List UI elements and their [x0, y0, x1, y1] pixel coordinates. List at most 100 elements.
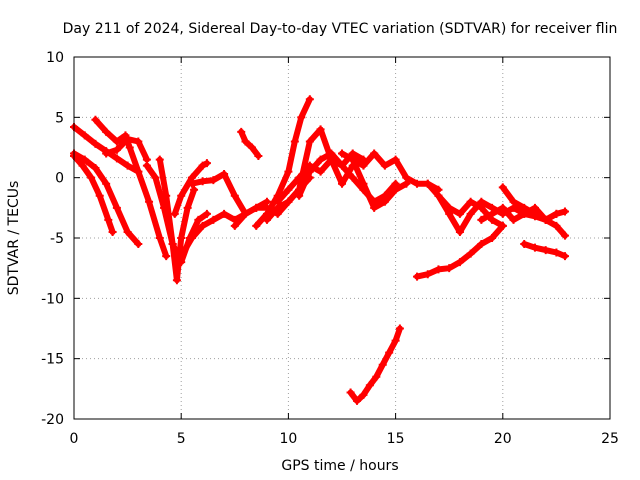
data-point — [102, 149, 111, 158]
series-trace-17 — [339, 150, 442, 193]
data-point — [162, 191, 171, 200]
data-point — [552, 209, 561, 218]
data-point — [560, 231, 569, 240]
data-point — [466, 197, 475, 206]
data-point — [488, 234, 497, 242]
data-point — [477, 203, 486, 212]
data-point — [155, 155, 164, 164]
data-point — [498, 203, 507, 212]
data-point — [123, 161, 132, 170]
y-tick-label: -20 — [41, 412, 64, 428]
data-point — [80, 131, 89, 140]
data-point — [346, 388, 355, 397]
data-point — [91, 164, 100, 173]
data-point — [372, 372, 381, 381]
y-axis-label: SDTVAR / TECUs — [6, 181, 22, 296]
data-point — [305, 137, 314, 146]
data-point — [295, 173, 304, 182]
data-point — [520, 240, 529, 249]
data-point — [498, 183, 507, 192]
data-point — [202, 209, 211, 218]
data-point — [327, 149, 336, 158]
data-point — [284, 185, 293, 194]
data-point — [338, 179, 346, 188]
data-point — [112, 137, 121, 146]
data-point — [198, 161, 207, 170]
data-point — [359, 161, 368, 170]
data-point — [365, 381, 374, 390]
data-point — [202, 159, 211, 168]
data-point — [252, 203, 261, 212]
data-point — [112, 203, 121, 212]
data-point — [552, 248, 561, 257]
data-point — [395, 324, 404, 333]
data-point — [123, 227, 132, 236]
data-points — [70, 95, 569, 405]
data-point — [183, 203, 192, 212]
data-point — [237, 127, 246, 136]
data-point — [142, 161, 151, 170]
chart-title: Day 211 of 2024, Sidereal Day-to-day VTE… — [63, 21, 618, 37]
data-point — [108, 227, 117, 236]
data-point — [455, 258, 464, 267]
data-point — [413, 272, 422, 281]
data-point — [391, 185, 400, 194]
data-point — [378, 360, 387, 369]
data-point — [187, 234, 196, 242]
data-point — [104, 215, 113, 224]
data-point — [95, 191, 104, 200]
data-point — [247, 143, 256, 152]
data-point — [560, 207, 569, 216]
x-tick-label: 15 — [387, 431, 405, 447]
data-point — [230, 191, 239, 200]
data-point — [87, 173, 96, 182]
data-point — [348, 155, 357, 164]
data-point — [552, 221, 561, 230]
data-point — [477, 240, 486, 249]
data-point — [290, 137, 299, 146]
series-trace-16 — [296, 150, 399, 205]
data-point — [134, 167, 143, 176]
data-point — [560, 252, 569, 261]
data-point — [445, 203, 454, 212]
data-point — [190, 185, 199, 194]
data-point — [297, 113, 306, 122]
data-point — [91, 115, 100, 124]
data-point — [194, 215, 203, 224]
data-point — [112, 154, 121, 163]
data-point — [198, 177, 207, 186]
data-point — [102, 179, 111, 188]
data-point — [509, 215, 518, 224]
data-point — [102, 127, 111, 136]
y-tick-label: 5 — [55, 110, 64, 126]
data-point — [145, 197, 154, 206]
data-point — [209, 176, 218, 185]
data-point — [151, 173, 160, 182]
data-point — [78, 161, 87, 170]
data-point — [541, 215, 550, 224]
data-point — [168, 240, 177, 249]
data-point — [359, 390, 368, 399]
grid — [74, 57, 610, 419]
y-tick-label: 0 — [55, 171, 64, 187]
data-point — [423, 179, 432, 188]
data-point — [273, 197, 282, 206]
data-point — [402, 179, 411, 188]
data-point — [123, 135, 132, 144]
data-point — [338, 161, 346, 170]
series-trace-11 — [238, 128, 262, 159]
data-point — [80, 155, 89, 164]
data-point — [134, 240, 143, 249]
data-point — [252, 221, 261, 230]
x-tick-label: 10 — [279, 431, 297, 447]
data-point — [434, 265, 443, 274]
data-point — [466, 209, 475, 218]
data-point — [316, 167, 325, 176]
data-point — [241, 137, 250, 146]
axis-ticks: 0 5 10 15 20 25 -20 -15 -10 -5 0 5 10 — [41, 50, 619, 447]
x-axis-label: GPS time / hours — [281, 458, 398, 474]
y-tick-label: 10 — [46, 50, 64, 66]
data-point — [385, 348, 394, 357]
data-point — [305, 95, 314, 104]
